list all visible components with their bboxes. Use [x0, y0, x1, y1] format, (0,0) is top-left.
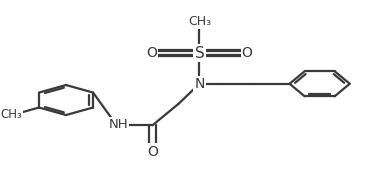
Text: O: O	[146, 46, 157, 60]
Text: CH₃: CH₃	[188, 15, 211, 28]
Text: O: O	[242, 46, 253, 60]
Text: N: N	[194, 77, 204, 91]
Text: CH₃: CH₃	[1, 108, 23, 121]
Text: O: O	[147, 145, 158, 159]
Text: NH: NH	[109, 118, 128, 131]
Text: S: S	[194, 46, 204, 61]
